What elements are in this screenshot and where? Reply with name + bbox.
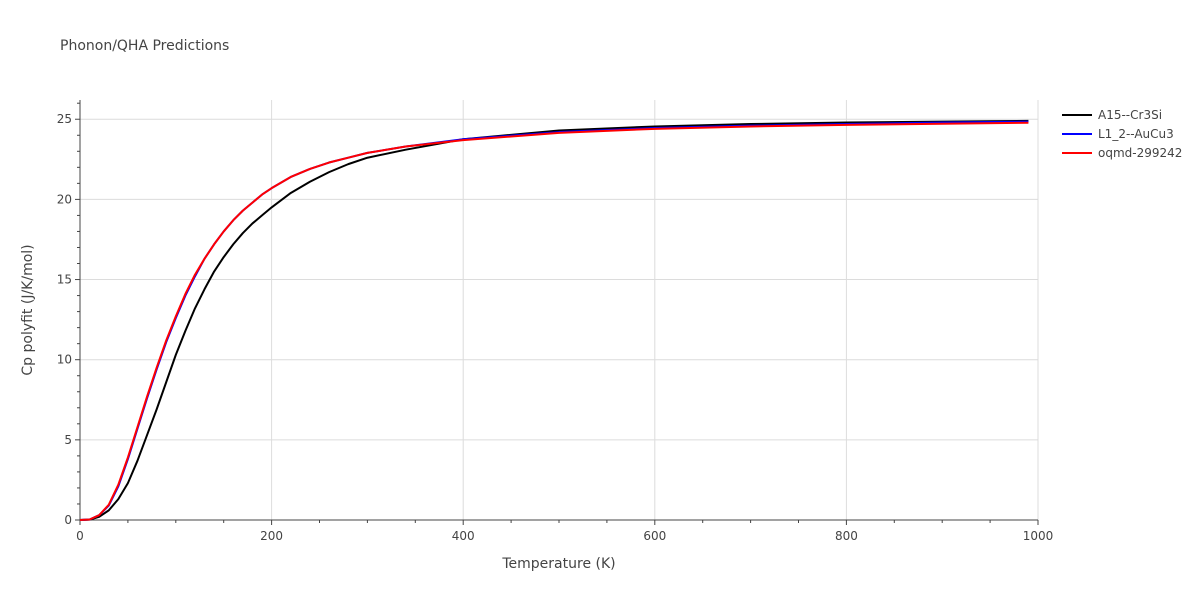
y-tick-labels: 0 5 10 15 20 25	[57, 112, 72, 527]
x-tick-label-0: 0	[76, 529, 84, 543]
legend-label-1: L1_2--AuCu3	[1098, 127, 1174, 141]
legend-label-2: oqmd-299242	[1098, 146, 1182, 160]
x-tick-label-5: 1000	[1023, 529, 1054, 543]
series-line-2	[79, 121, 1029, 521]
series-line-0	[79, 119, 1029, 521]
y-tick-label-2: 10	[57, 353, 72, 367]
x-tick-labels: 0 200 400 600 800 1000	[76, 529, 1053, 543]
y-tick-label-4: 20	[57, 192, 72, 206]
x-tick-label-4: 800	[835, 529, 858, 543]
legend-label-0: A15--Cr3Si	[1098, 108, 1162, 122]
x-tick-label-1: 200	[260, 529, 283, 543]
y-tick-label-5: 25	[57, 112, 72, 126]
y-tick-label-3: 15	[57, 273, 72, 287]
gridlines	[80, 100, 1039, 520]
legend[interactable]: A15--Cr3Si L1_2--AuCu3 oqmd-299242	[1062, 108, 1182, 160]
x-tick-label-3: 600	[643, 529, 666, 543]
series-line-1	[79, 120, 1029, 521]
series-lines	[79, 119, 1029, 521]
x-tick-label-2: 400	[452, 529, 475, 543]
y-axis-title: Cp polyfit (J/K/mol)	[20, 244, 36, 375]
y-tick-label-1: 5	[64, 433, 72, 447]
x-axis-title: Temperature (K)	[501, 556, 615, 572]
legend-item-2[interactable]: oqmd-299242	[1062, 146, 1182, 160]
legend-item-1[interactable]: L1_2--AuCu3	[1062, 127, 1174, 141]
axes	[75, 100, 1039, 525]
legend-item-0[interactable]: A15--Cr3Si	[1062, 108, 1162, 122]
chart-title: Phonon/QHA Predictions	[60, 38, 229, 54]
y-tick-label-0: 0	[64, 513, 72, 527]
